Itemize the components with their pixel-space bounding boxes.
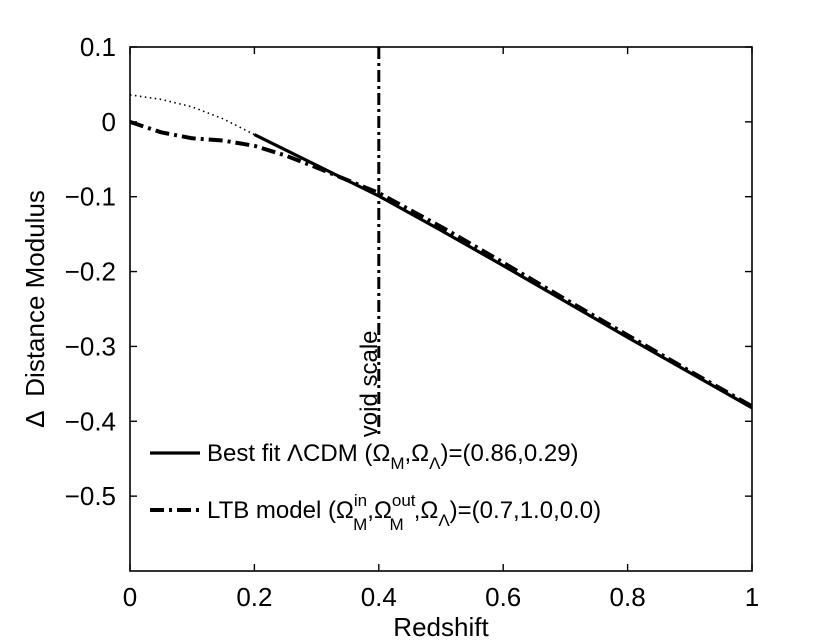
y-tick-label: −0.2 <box>65 257 116 287</box>
y-tick-label: −0.3 <box>65 331 116 361</box>
y-axis-title-group: Δ Distance Modulus <box>20 190 50 428</box>
y-tick-label: −0.5 <box>65 481 116 511</box>
series-line-dashdot-2 <box>129 120 753 409</box>
legend: Best fit ΛCDM (ΩM,ΩΛ)=(0.86,0.29) LTB mod… <box>150 440 601 534</box>
void-scale-annotation: void scale <box>356 47 383 437</box>
x-tick-label: 0.8 <box>610 582 646 612</box>
series-group <box>129 94 753 410</box>
legend-entry-0: Best fit ΛCDM (ΩM,ΩΛ)=(0.86,0.29) <box>207 440 579 473</box>
y-tick-label: −0.1 <box>65 182 116 212</box>
x-tick-label: 0.4 <box>361 582 397 612</box>
x-tick-label: 0.6 <box>485 582 521 612</box>
y-axis-title: Distance Modulus <box>20 190 50 397</box>
x-axis-title: Redshift <box>393 612 489 642</box>
ticks: 0 0.2 0.4 0.6 0.8 1 0.1 0 −0.1 −0.2 −0.3 −0.4 −0.5 <box>65 32 760 612</box>
x-tick-label: 0 <box>123 582 137 612</box>
y-tick-label: 0 <box>102 107 116 137</box>
plot-area <box>129 46 753 572</box>
legend-entry-1: LTB model (Ωin M,Ωout M,ΩΛ)=(0.7,1.0,0.0) <box>207 491 601 534</box>
x-tick-label: 1 <box>745 582 759 612</box>
y-tick-label: 0.1 <box>80 32 116 62</box>
series-line-dotted-1 <box>129 94 255 136</box>
void-scale-label: void scale <box>356 330 383 437</box>
svg-text:Δ Distance Modulus: Δ Distance Modulus <box>20 190 50 428</box>
x-tick-label: 0.2 <box>236 582 272 612</box>
y-axis-symbol: Δ <box>20 411 50 428</box>
y-tick-label: −0.4 <box>65 406 116 436</box>
